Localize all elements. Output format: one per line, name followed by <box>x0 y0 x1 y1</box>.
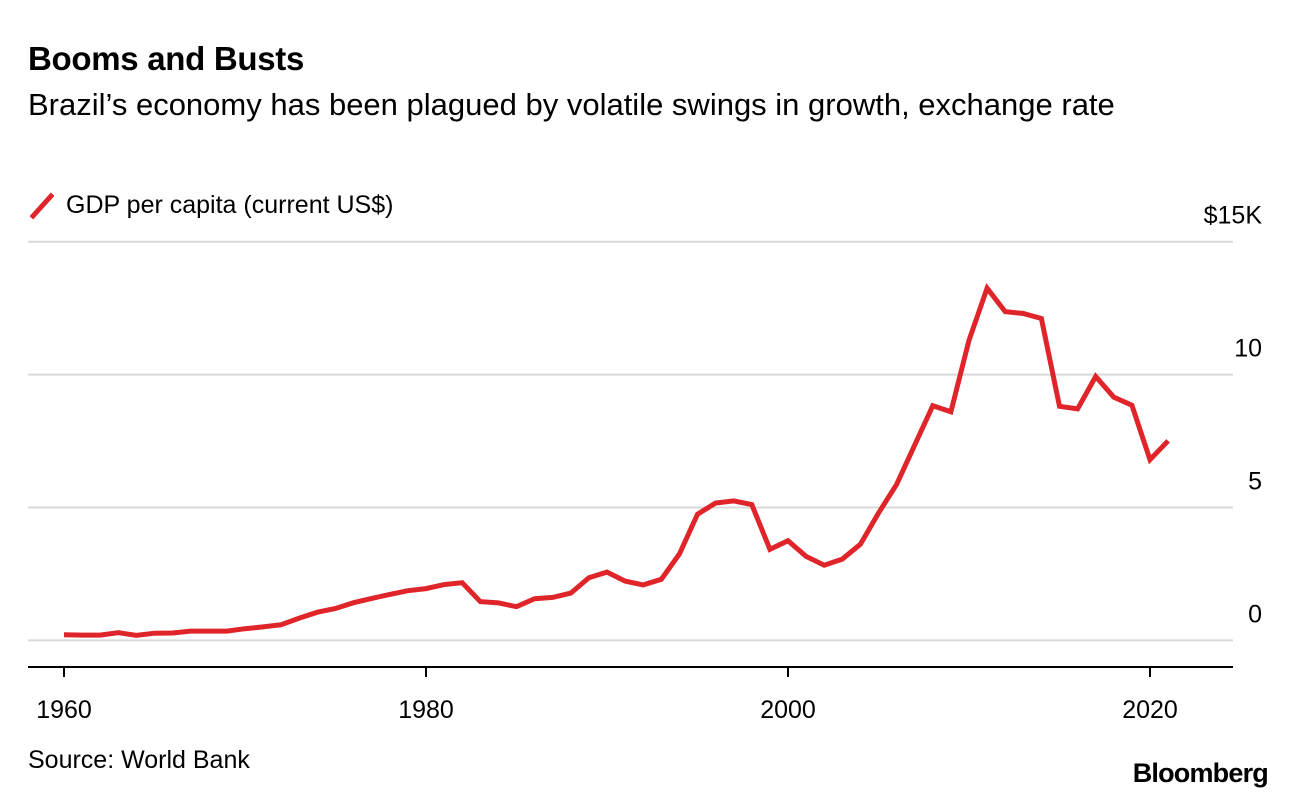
bloomberg-logo: Bloomberg <box>1132 758 1269 788</box>
source-note: Source: World Bank <box>28 746 250 774</box>
chart-subtitle: Brazil’s economy has been plagued by vol… <box>28 87 1115 122</box>
gridlines <box>28 240 1233 642</box>
chart-title: Booms and Busts <box>28 40 305 77</box>
series-line-gdp-per-capita <box>63 283 1170 638</box>
y-tick-label: $15K <box>1204 202 1263 230</box>
series-layer <box>63 283 1170 638</box>
axes: 0 5 10 $15K 1960 1980 2000 2020 <box>28 202 1262 724</box>
y-tick-label: 10 <box>1234 335 1262 363</box>
x-tick-label: 1980 <box>398 696 454 724</box>
x-tick-label: 1960 <box>36 696 92 724</box>
x-tick-label: 2000 <box>760 696 816 724</box>
legend-label: GDP per capita (current US$) <box>66 190 394 219</box>
x-tick-label: 2020 <box>1122 696 1178 724</box>
legend: GDP per capita (current US$) <box>30 190 393 220</box>
y-tick-label: 0 <box>1248 600 1262 628</box>
y-tick-label: 5 <box>1248 468 1262 496</box>
legend-swatch-icon <box>30 192 54 220</box>
